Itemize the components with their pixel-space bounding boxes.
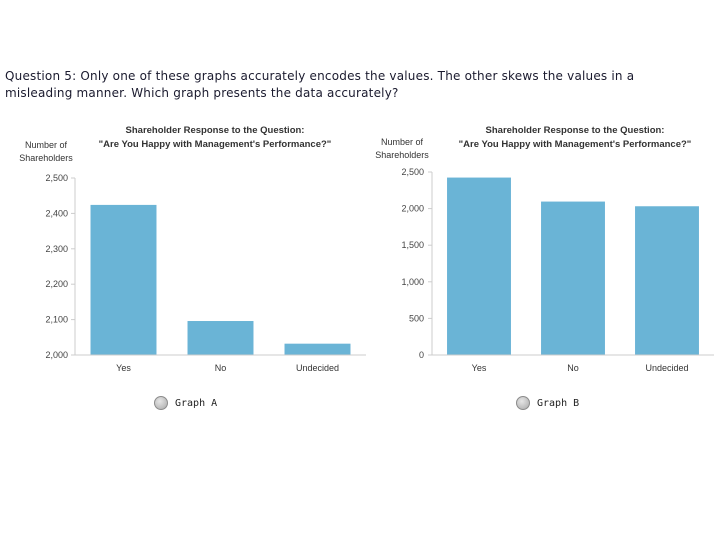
graph-a-bar-undecided	[284, 343, 351, 355]
graph-a-bar-yes	[90, 204, 157, 355]
graph-b-ytick-label: 2,500	[401, 167, 424, 177]
graph-a-ytick-label: 2,000	[45, 350, 68, 360]
graph-b-svg: Shareholder Response to the Question: "Ar…	[375, 125, 714, 373]
question-text: Question 5: Only one of these graphs acc…	[5, 69, 635, 100]
graph-b-option-label: Graph B	[537, 397, 580, 409]
graph-a-ylabel-line: Number of	[25, 140, 68, 150]
graph-a-subtitle: "Are You Happy with Management's Perform…	[99, 139, 332, 150]
graph-b-bar-undecided	[635, 206, 699, 355]
graph-a-ytick-label: 2,300	[45, 244, 68, 254]
graph-a-ytick-label: 2,100	[45, 315, 68, 325]
graph-b-ytick-label: 2,000	[401, 204, 424, 214]
graph-b-bar-no	[541, 201, 605, 355]
graph-a-option-label: Graph A	[175, 397, 218, 409]
graph-a-category-label: Yes	[116, 363, 131, 373]
graph-a-title: Shareholder Response to the Question:	[126, 125, 305, 136]
graph-b: Shareholder Response to the Question: "Ar…	[360, 118, 720, 380]
graph-b-title: Shareholder Response to the Question:	[486, 125, 665, 136]
graph-b-ytick-label: 1,500	[401, 240, 424, 250]
graph-b-radio-button[interactable]	[516, 396, 530, 410]
graph-a-radio-button[interactable]	[154, 396, 168, 410]
graph-a-category-label: No	[215, 363, 227, 373]
graph-a-ytick-label: 2,400	[45, 208, 68, 218]
graph-b-option[interactable]: Graph B	[516, 396, 579, 410]
graph-b-ylabel-line: Shareholders	[375, 150, 429, 160]
graph-b-ytick-label: 0	[419, 350, 424, 360]
graph-a-category-label: Undecided	[296, 363, 339, 373]
graph-a-svg: Shareholder Response to the Question: "Ar…	[19, 125, 366, 373]
graph-a: Shareholder Response to the Question: "Ar…	[0, 118, 366, 380]
graph-a-ylabel-line: Shareholders	[19, 153, 73, 163]
graph-a-ytick-label: 2,500	[45, 173, 68, 183]
graph-a-bar-no	[187, 321, 254, 355]
graph-b-category-label: Yes	[472, 363, 487, 373]
graph-b-ylabel-line: Number of	[381, 137, 424, 147]
graph-a-ytick-label: 2,200	[45, 279, 68, 289]
graph-b-ytick-label: 500	[409, 313, 424, 323]
graph-b-ytick-label: 1,000	[401, 277, 424, 287]
graph-b-category-label: No	[567, 363, 579, 373]
graph-b-category-label: Undecided	[645, 363, 688, 373]
graph-b-subtitle: "Are You Happy with Management's Perform…	[459, 139, 692, 150]
graph-a-option[interactable]: Graph A	[154, 396, 217, 410]
graph-b-bar-yes	[447, 177, 511, 355]
